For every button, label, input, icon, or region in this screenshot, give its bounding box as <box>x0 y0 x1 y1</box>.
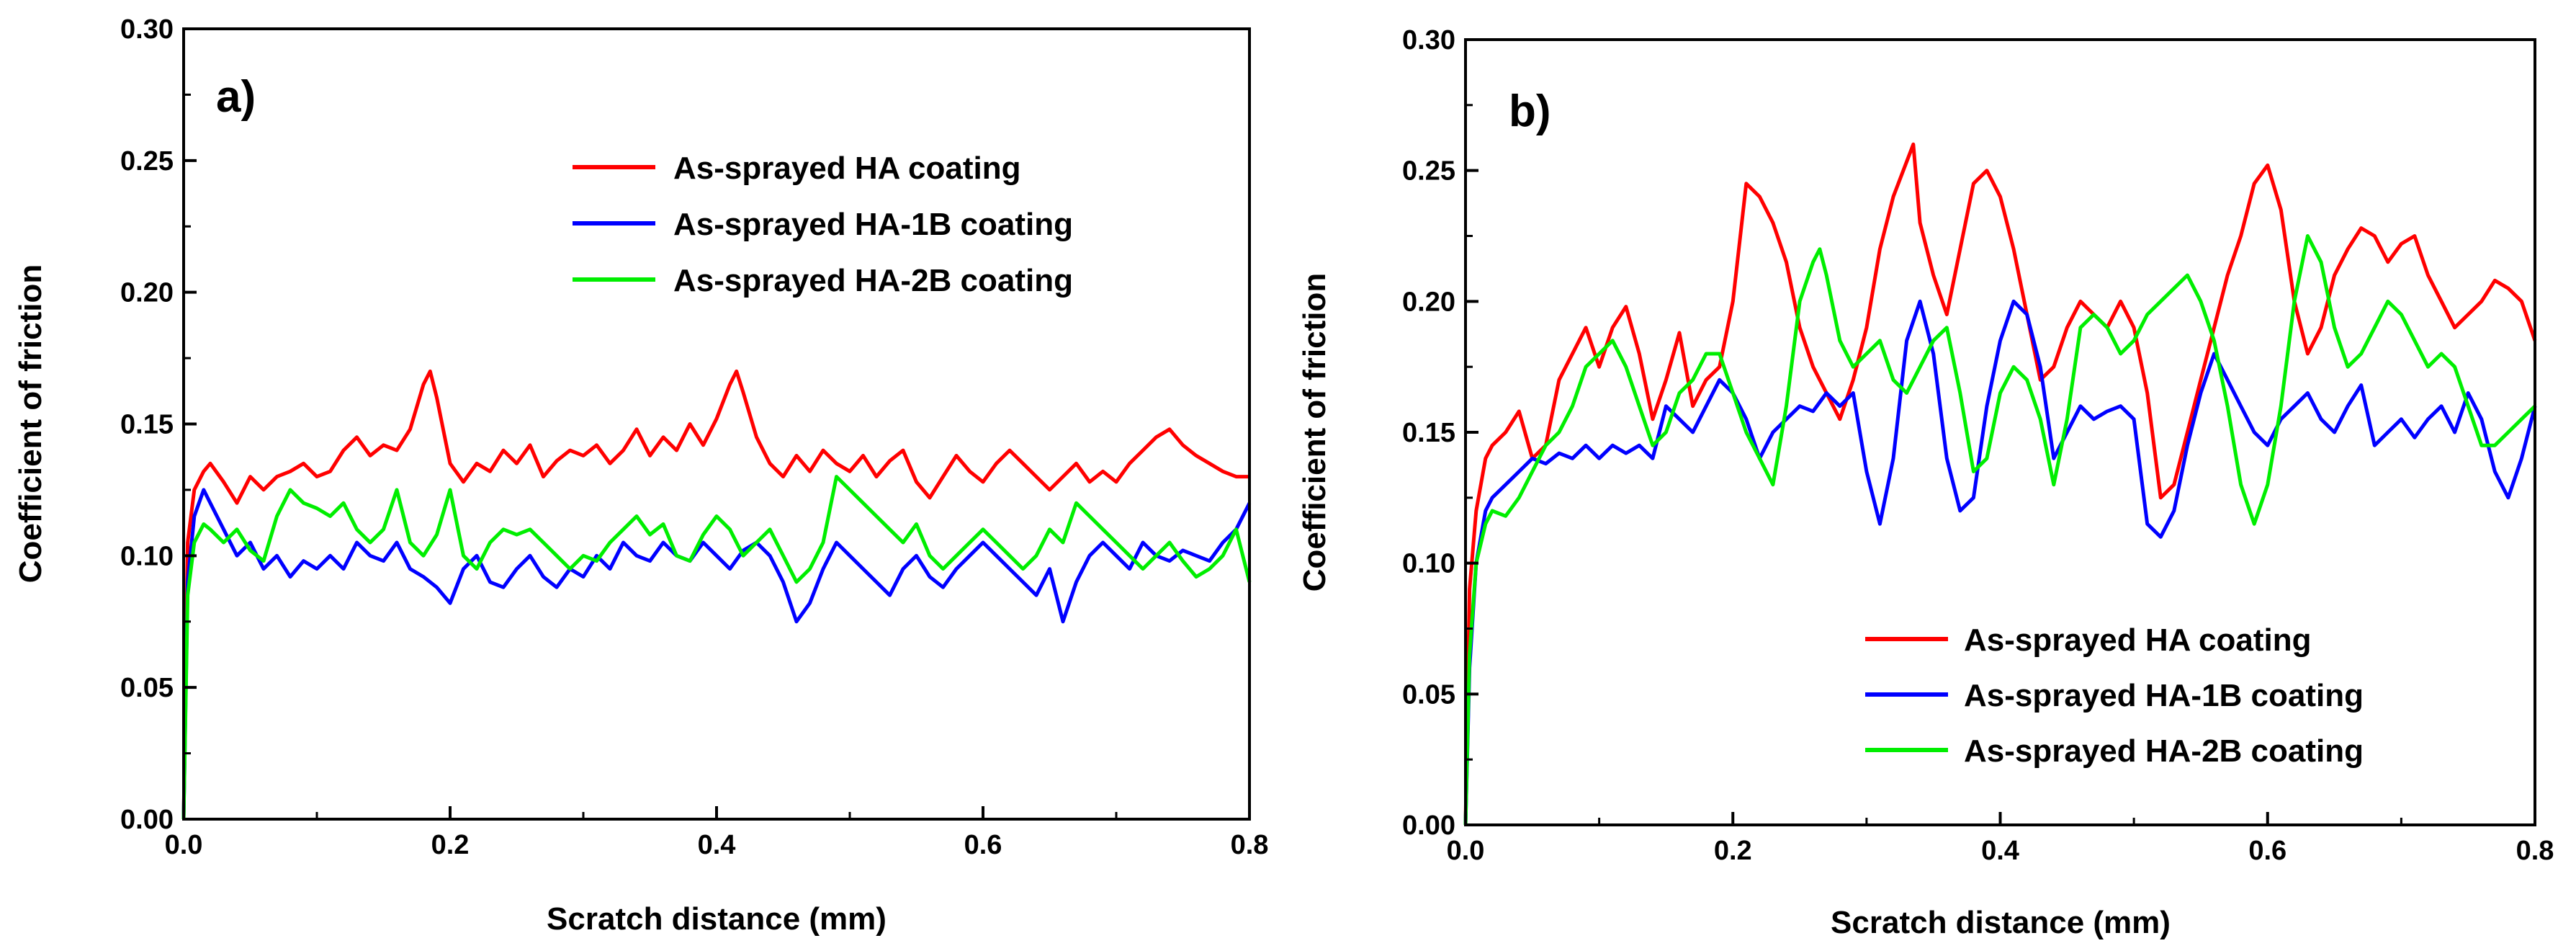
legend-a-text-1: As-sprayed HA-1B coating <box>673 207 1073 242</box>
legend-b-text-1: As-sprayed HA-1B coating <box>1964 678 2364 713</box>
panel-b-series <box>1463 142 2537 826</box>
panel-a-legend: As-sprayed HA coating As-sprayed HA-1B c… <box>573 151 1073 298</box>
legend-b-text-0: As-sprayed HA coating <box>1964 622 2311 658</box>
x-tick-label-b-2: 0.4 <box>1981 836 2019 866</box>
legend-a-text-2: As-sprayed HA-2B coating <box>673 263 1073 298</box>
panel-b-ticks: 0.0 0.2 0.4 0.6 0.8 0.00 0.05 0.10 0.15 0.20 0.25 0… <box>1402 25 2554 866</box>
x-tick-label-b-1: 0.2 <box>1714 836 1752 866</box>
x-tick-label-a-2: 0.4 <box>698 830 736 860</box>
x-tick-label-a-1: 0.2 <box>431 830 470 860</box>
y-tick-label-a-5: 0.25 <box>120 146 174 177</box>
panel-a-ticks: 0.0 0.2 0.4 0.6 0.8 0.00 0.05 0.10 0.15 0.20 0.25 0… <box>120 14 1268 860</box>
series-line-b-0 <box>1463 142 2537 826</box>
panel-b-xlabel: Scratch distance (mm) <box>1831 905 2171 940</box>
y-tick-label-b-2: 0.10 <box>1402 549 1455 579</box>
y-tick-label-b-5: 0.25 <box>1402 156 1455 187</box>
x-tick-label-a-0: 0.0 <box>165 830 203 860</box>
x-tick-label-b-4: 0.8 <box>2516 836 2554 866</box>
y-tick-label-a-4: 0.20 <box>120 278 174 308</box>
y-tick-label-b-4: 0.20 <box>1402 287 1455 317</box>
panel-a-ylabel: Coefficient of friction <box>13 264 48 583</box>
series-line-b-2 <box>1463 234 2536 826</box>
legend-a-text-0: As-sprayed HA coating <box>673 151 1020 186</box>
legend-b-text-2: As-sprayed HA-2B coating <box>1964 733 2364 769</box>
x-tick-label-b-3: 0.6 <box>2248 836 2286 866</box>
panel-a-label: a) <box>216 72 256 122</box>
series-line-a-0 <box>181 369 1249 820</box>
y-tick-label-b-3: 0.15 <box>1402 418 1455 448</box>
series-line-a-1 <box>181 488 1252 820</box>
panel-b-legend: As-sprayed HA coating As-sprayed HA-1B c… <box>1865 622 2364 769</box>
x-tick-label-a-3: 0.6 <box>964 830 1002 860</box>
y-tick-label-a-6: 0.30 <box>120 14 174 45</box>
y-tick-label-a-2: 0.10 <box>120 541 174 571</box>
panel-b: 0.0 0.2 0.4 0.6 0.8 0.00 0.05 0.10 0.15 0.20 0.25 0… <box>1297 25 2554 940</box>
panel-a-series <box>181 369 1252 820</box>
y-tick-label-b-0: 0.00 <box>1402 811 1455 841</box>
y-tick-label-a-3: 0.15 <box>120 410 174 440</box>
series-line-a-2 <box>181 475 1252 820</box>
y-tick-label-b-1: 0.05 <box>1402 679 1455 710</box>
y-tick-label-b-6: 0.30 <box>1402 25 1455 55</box>
panel-a: 0.0 0.2 0.4 0.6 0.8 0.00 0.05 0.10 0.15 0.20 0.25 0… <box>13 14 1268 937</box>
y-tick-label-a-1: 0.05 <box>120 673 174 703</box>
x-tick-label-a-4: 0.8 <box>1231 830 1269 860</box>
y-tick-label-a-0: 0.00 <box>120 805 174 835</box>
panel-b-label: b) <box>1509 86 1551 136</box>
panel-a-xlabel: Scratch distance (mm) <box>547 901 887 937</box>
panel-b-ylabel: Coefficient of friction <box>1297 273 1332 591</box>
x-tick-label-b-0: 0.0 <box>1447 836 1485 866</box>
series-line-b-1 <box>1463 299 2537 826</box>
